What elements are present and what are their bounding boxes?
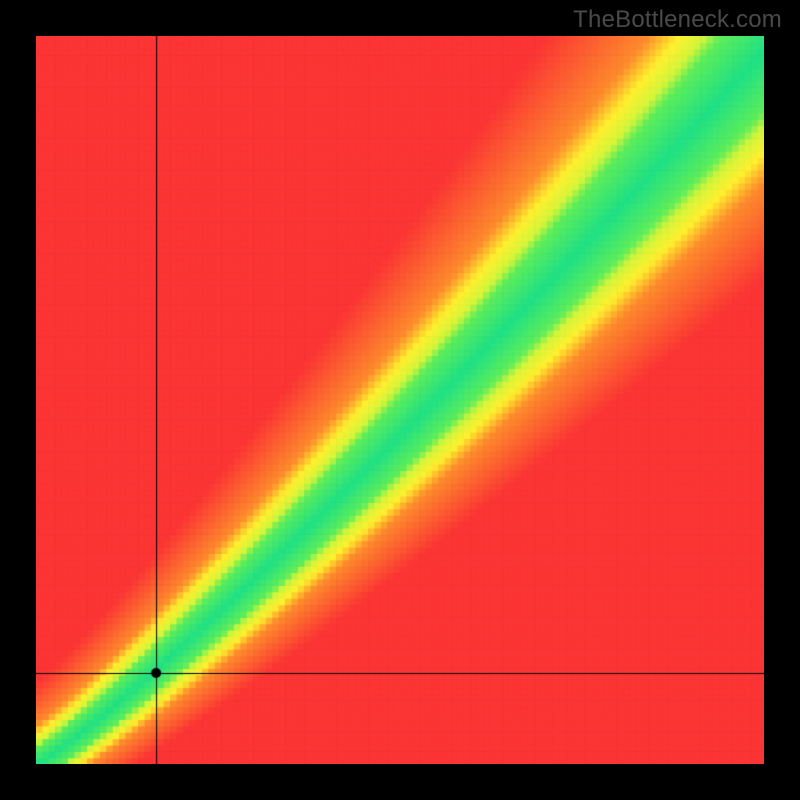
plot-area [36,36,764,764]
watermark-text: TheBottleneck.com [573,6,782,34]
heatmap-canvas [36,36,764,764]
chart-container: TheBottleneck.com [0,0,800,800]
